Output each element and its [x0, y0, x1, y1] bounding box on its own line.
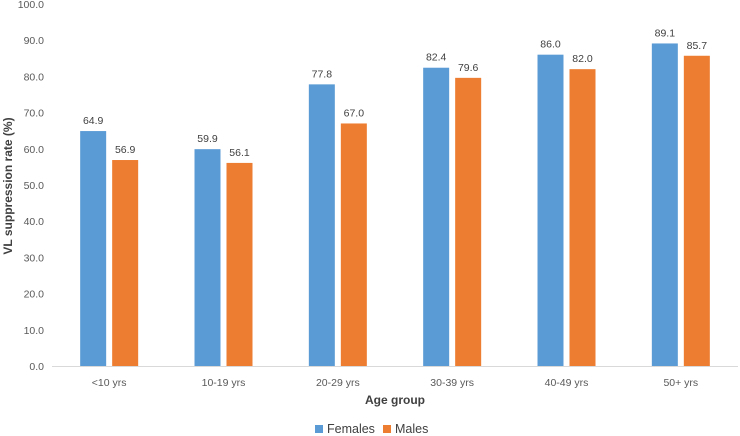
- data-label-females-1: 59.9: [197, 133, 218, 145]
- data-label-females-4: 86.0: [540, 39, 561, 51]
- y-tick-label: 40.0: [24, 216, 45, 228]
- x-axis-title: Age group: [365, 393, 425, 407]
- data-label-males-5: 85.7: [687, 40, 708, 52]
- bar-females-5: [651, 43, 678, 366]
- bar-females-1: [194, 149, 221, 366]
- x-tick-label: 10-19 yrs: [202, 377, 246, 389]
- y-tick-label: 0.0: [29, 361, 44, 373]
- x-tick-label: 50+ yrs: [663, 377, 698, 389]
- legend: Females Males: [315, 422, 428, 436]
- y-tick-label: 10.0: [24, 325, 45, 337]
- legend-label-males: Males: [395, 422, 428, 436]
- bar-males-0: [112, 160, 139, 366]
- data-label-females-3: 82.4: [426, 52, 447, 64]
- y-tick-label: 20.0: [24, 289, 45, 301]
- y-tick-label: 60.0: [24, 144, 45, 156]
- x-tick-label: 40-49 yrs: [545, 377, 589, 389]
- bar-females-4: [537, 54, 564, 367]
- data-label-males-3: 79.6: [458, 62, 479, 74]
- y-tick-label: 30.0: [24, 252, 45, 264]
- x-tick-label: 20-29 yrs: [316, 377, 360, 389]
- y-axis-ticks: 0.0 10.0 20.0 30.0 40.0 50.0 60.0 70.0 80.0 90.0 1…: [18, 0, 44, 373]
- y-tick-label: 90.0: [24, 35, 45, 47]
- data-label-males-0: 56.9: [115, 144, 136, 156]
- data-label-females-2: 77.8: [312, 68, 333, 80]
- y-tick-label: 80.0: [24, 71, 45, 83]
- legend-swatch-females: [315, 425, 323, 433]
- bar-data-labels: 64.9 56.9 59.9 56.1 77.8 67.0 82.4 79.6 86.0 82.0…: [83, 27, 707, 158]
- x-axis-ticks: <10 yrs 10-19 yrs 20-29 yrs 30-39 yrs 40-49 …: [92, 377, 698, 389]
- bar-females-0: [80, 131, 107, 366]
- data-label-males-1: 56.1: [229, 147, 250, 159]
- y-tick-label: 100.0: [18, 0, 44, 11]
- bars: [80, 43, 710, 367]
- bar-males-4: [569, 69, 596, 366]
- data-label-males-4: 82.0: [572, 53, 593, 65]
- x-tick-label: 30-39 yrs: [430, 377, 474, 389]
- data-label-males-2: 67.0: [344, 107, 365, 119]
- bar-females-2: [308, 84, 335, 366]
- y-tick-label: 50.0: [24, 180, 45, 192]
- y-axis-title: VL suppression rate (%): [1, 117, 15, 254]
- y-tick-label: 70.0: [24, 108, 45, 120]
- x-tick-label: <10 yrs: [92, 377, 127, 389]
- data-label-females-0: 64.9: [83, 115, 104, 127]
- bar-males-5: [683, 55, 710, 367]
- bar-females-3: [423, 67, 450, 366]
- legend-label-females: Females: [327, 422, 375, 436]
- bar-males-2: [340, 123, 367, 367]
- legend-swatch-males: [383, 425, 391, 433]
- data-label-females-5: 89.1: [655, 27, 676, 39]
- bar-males-3: [455, 77, 482, 367]
- bar-males-1: [226, 162, 253, 366]
